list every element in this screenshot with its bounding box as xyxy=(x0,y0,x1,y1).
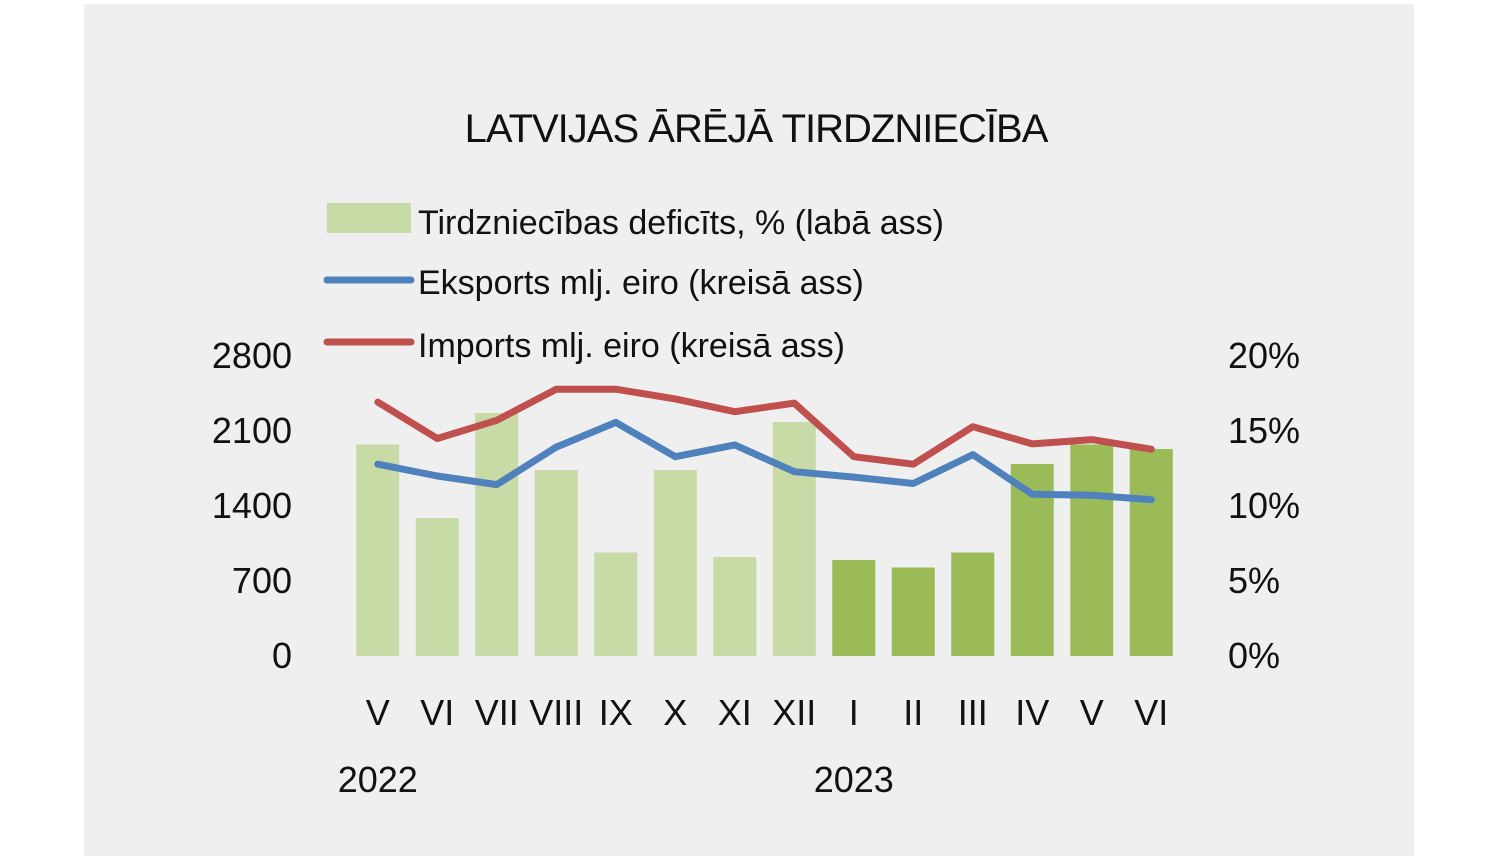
deficit-bar-10 xyxy=(951,552,995,656)
left-axis: 0 700 1400 2100 2800 xyxy=(212,335,292,676)
category-label: VIII xyxy=(529,692,583,733)
deficit-bar-1 xyxy=(415,518,459,656)
category-label: V xyxy=(366,692,390,733)
legend-label-deficit: Tirdzniecības deficīts, % (labā ass) xyxy=(418,204,944,242)
right-tick-label: 5% xyxy=(1228,560,1280,601)
left-tick-label: 700 xyxy=(232,560,292,601)
deficit-bar-3 xyxy=(534,470,578,656)
category-label: I xyxy=(849,692,859,733)
legend-label-imports: Imports mlj. eiro (kreisā ass) xyxy=(418,327,845,365)
deficit-bar-12 xyxy=(1070,444,1114,656)
left-tick-label: 2100 xyxy=(212,410,292,451)
legend-swatch-deficit xyxy=(327,203,411,233)
chart-title: LATVIJAS ĀRĒJĀ TIRDZNIECĪBA xyxy=(465,107,1049,151)
year-label: 2022 xyxy=(338,759,418,800)
deficit-bar-5 xyxy=(653,470,697,656)
left-tick-label: 1400 xyxy=(212,485,292,526)
chart-svg: LATVIJAS ĀRĒJĀ TIRDZNIECĪBA Tirdzniecība… xyxy=(212,107,1300,800)
imports-line xyxy=(374,385,1155,468)
deficit-bar-2 xyxy=(475,413,519,656)
year-label: 2023 xyxy=(814,759,894,800)
deficit-bar-8 xyxy=(832,560,876,656)
category-label: III xyxy=(958,692,988,733)
category-label: X xyxy=(663,692,687,733)
left-tick-label: 2800 xyxy=(212,335,292,376)
right-tick-label: 20% xyxy=(1228,335,1300,376)
category-label: VII xyxy=(475,692,519,733)
category-label: IX xyxy=(599,692,633,733)
legend-label-exports: Eksports mlj. eiro (kreisā ass) xyxy=(418,264,864,302)
category-label: II xyxy=(903,692,923,733)
category-label: XI xyxy=(718,692,752,733)
year-labels: 2022 2023 xyxy=(338,759,894,800)
left-tick-label: 0 xyxy=(272,635,292,676)
deficit-bar-9 xyxy=(891,567,935,656)
deficit-bar-6 xyxy=(713,557,757,656)
exports-line xyxy=(374,418,1155,504)
category-label: V xyxy=(1080,692,1104,733)
right-tick-label: 10% xyxy=(1228,485,1300,526)
x-axis: V VI VII VIII IX X XI XII I II III IV V VI xyxy=(366,692,1169,733)
legend: Tirdzniecības deficīts, % (labā ass) Eks… xyxy=(323,203,944,365)
category-label: XII xyxy=(772,692,816,733)
deficit-bar-7 xyxy=(772,422,816,656)
deficit-bar-4 xyxy=(594,552,638,656)
lines-group xyxy=(374,385,1155,504)
deficit-bar-13 xyxy=(1129,449,1173,656)
category-label: VI xyxy=(420,692,454,733)
right-tick-label: 0% xyxy=(1228,635,1280,676)
right-tick-label: 15% xyxy=(1228,410,1300,451)
category-label: VI xyxy=(1134,692,1168,733)
bars-group xyxy=(356,413,1173,656)
deficit-bar-0 xyxy=(356,444,400,656)
chart-panel: LATVIJAS ĀRĒJĀ TIRDZNIECĪBA Tirdzniecība… xyxy=(84,4,1414,856)
right-axis: 0% 5% 10% 15% 20% xyxy=(1228,335,1300,676)
category-label: IV xyxy=(1015,692,1049,733)
